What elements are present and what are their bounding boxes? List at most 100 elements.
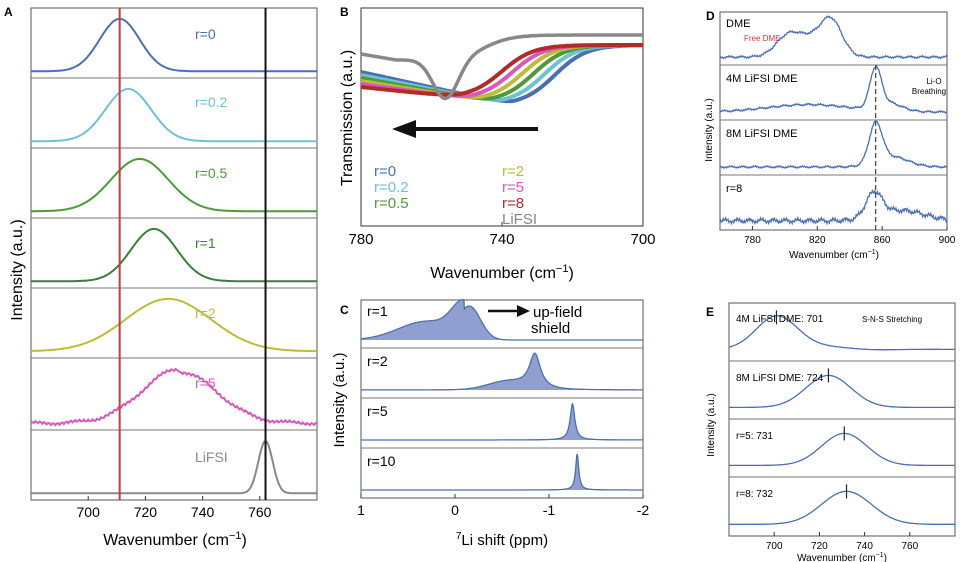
panel-e-curves bbox=[728, 310, 955, 525]
series-label-4m: 4M LiFSI DME: 701 bbox=[736, 314, 824, 325]
series-r=8 bbox=[719, 188, 948, 226]
series-label-dme: DME bbox=[726, 18, 750, 30]
panel-c-letter: C bbox=[340, 303, 349, 317]
series-LiFSI bbox=[360, 33, 643, 101]
series-8M LiFSI DME bbox=[729, 374, 955, 409]
series-label-8m: 8M LiFSI DME: 724 bbox=[736, 373, 824, 384]
series-r=2 bbox=[31, 297, 317, 353]
panel-d-frame bbox=[719, 11, 948, 231]
panel-e-ylabel: Intensity (a.u.) bbox=[706, 393, 717, 456]
series-label-r0.5: r=0.5 bbox=[195, 165, 228, 181]
series-r=0.2 bbox=[31, 87, 317, 143]
x-tick-label: 740 bbox=[856, 541, 873, 552]
panel-b-ylabel: Transmission (a.u.) bbox=[339, 50, 356, 186]
series-label-r10: r=10 bbox=[367, 453, 396, 469]
sns-label: S-N-S Stretching bbox=[862, 315, 922, 324]
series-label-r0.2: r=0.2 bbox=[195, 94, 228, 110]
series-r=10 bbox=[361, 453, 643, 491]
x-tick-label: 780 bbox=[744, 235, 761, 246]
x-tick-label: 900 bbox=[939, 235, 956, 246]
panel-d-curves bbox=[719, 15, 948, 226]
series-label-r1: r=1 bbox=[367, 303, 388, 319]
upfield-arrow-head bbox=[517, 305, 530, 317]
series-label-r8: r=8 bbox=[726, 183, 742, 195]
shift-arrow-head bbox=[392, 120, 416, 138]
panel-b: B Transmission (a.u.) r=0 r=0.2 r=0.5 r=… bbox=[339, 5, 656, 282]
panel-c-ylabel: Intensity (a.u.) bbox=[331, 352, 348, 447]
series-fill-r=2 bbox=[361, 353, 643, 390]
panel-c-curves bbox=[360, 299, 643, 491]
free-dme-label: Free DME bbox=[744, 34, 780, 43]
x-tick-label: 700 bbox=[766, 541, 783, 552]
legend-r0.2: r=0.2 bbox=[374, 179, 409, 196]
panel-d-ylabel: Intensity (a.u.) bbox=[704, 98, 715, 161]
lio-label-1: Li-O bbox=[926, 77, 941, 86]
panel-e: E Intensity (a.u.) 4M LiFSI DME: 701 8M … bbox=[706, 302, 956, 562]
legend-r0.5: r=0.5 bbox=[374, 195, 409, 212]
panel-e-xticks: 700 720 740 760 bbox=[766, 532, 919, 552]
x-tick-label: 760 bbox=[901, 541, 918, 552]
series-r=2 bbox=[361, 352, 643, 391]
series-4M LiFSI DME bbox=[719, 64, 948, 115]
panel-c-xticks: 1 0 -1 -2 bbox=[357, 494, 649, 518]
legend-r2: r=2 bbox=[502, 163, 524, 180]
series-DME bbox=[719, 15, 948, 60]
panel-d-letter: D bbox=[706, 9, 715, 23]
legend-r5: r=5 bbox=[502, 179, 524, 196]
upfield-label: up-field bbox=[533, 304, 582, 321]
series-label-4m: 4M LiFSI DME bbox=[726, 73, 798, 85]
panel-b-letter: B bbox=[340, 5, 349, 19]
panel-a-curves bbox=[30, 17, 318, 495]
legend-r8: r=8 bbox=[502, 195, 524, 212]
shield-label: shield bbox=[531, 320, 570, 337]
panel-c-xlabel: 7Li shift (ppm) bbox=[456, 531, 548, 549]
x-tick-label: -1 bbox=[543, 502, 556, 518]
panel-c: C Intensity (a.u.) r=1 r=2 r=5 r=10 up-f… bbox=[331, 299, 649, 549]
x-tick-label: 720 bbox=[811, 541, 828, 552]
series-fill-r=5 bbox=[361, 404, 643, 440]
series-r=8 bbox=[360, 43, 644, 97]
x-tick-label: 740 bbox=[489, 231, 514, 248]
panel-a-letter: A bbox=[4, 5, 13, 19]
panel-b-xticks: 780 740 700 bbox=[348, 222, 656, 248]
series-label-8m: 8M LiFSI DME bbox=[726, 128, 798, 140]
x-tick-label: 700 bbox=[630, 231, 655, 248]
panel-a-ylabel: Intensity (a.u.) bbox=[9, 219, 26, 320]
x-tick-label: -2 bbox=[637, 502, 650, 518]
panel-e-xlabel: Wavenumber (cm−1) bbox=[797, 552, 887, 562]
series-r=1 bbox=[31, 227, 317, 283]
series-label-r5: r=5 bbox=[367, 403, 388, 419]
x-tick-label: 820 bbox=[809, 235, 826, 246]
series-label-r5: r=5 bbox=[195, 375, 216, 391]
series-r=0 bbox=[31, 17, 317, 73]
series-r=1 bbox=[360, 299, 643, 341]
x-tick-label: 780 bbox=[348, 231, 373, 248]
series-r=5 bbox=[30, 367, 318, 427]
panel-a-xlabel: Wavenumber (cm−1) bbox=[103, 530, 247, 549]
series-label-r8: r=8: 732 bbox=[736, 489, 773, 500]
panel-b-curves bbox=[360, 33, 644, 104]
panel-c-frame bbox=[360, 299, 644, 499]
series-r=5 bbox=[729, 432, 955, 467]
series-fill-r=1 bbox=[361, 299, 643, 340]
series-r=5 bbox=[361, 402, 643, 441]
series-label-lifsi: LiFSI bbox=[195, 449, 228, 465]
series-r=0.5 bbox=[31, 157, 317, 213]
series-label-r2: r=2 bbox=[195, 305, 216, 321]
x-tick-label: 740 bbox=[191, 504, 215, 520]
x-tick-label: 700 bbox=[77, 504, 101, 520]
panel-e-letter: E bbox=[706, 305, 714, 319]
x-tick-label: 1 bbox=[357, 502, 365, 518]
series-8M LiFSI DME bbox=[719, 120, 948, 170]
series-4M LiFSI DME bbox=[728, 315, 955, 351]
series-label-r2: r=2 bbox=[367, 353, 388, 369]
series-r=8 bbox=[729, 490, 955, 525]
x-tick-label: 860 bbox=[874, 235, 891, 246]
series-label-r0: r=0 bbox=[195, 26, 216, 42]
panel-d-xticks: 780 820 860 900 bbox=[744, 226, 956, 246]
legend-lifsi: LiFSI bbox=[502, 211, 537, 228]
series-LiFSI bbox=[31, 439, 317, 495]
x-tick-label: 720 bbox=[134, 504, 158, 520]
panel-a: A Intensity (a.u.) r=0 r=0.2 r=0.5 r=1 r… bbox=[4, 5, 318, 549]
